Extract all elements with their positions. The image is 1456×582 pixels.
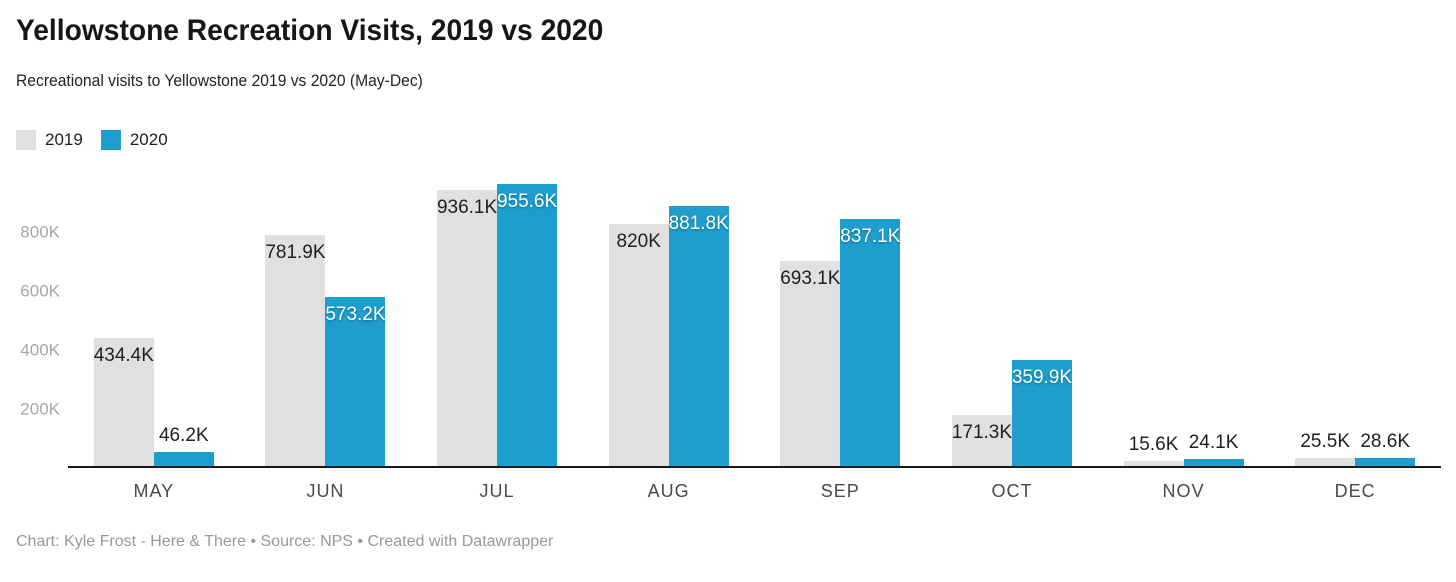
y-axis: 200K 400K 600K 800K [0,186,60,468]
legend-swatch-2020 [100,130,121,150]
y-tick-label-200k: 200K [20,399,60,419]
bar-2019-oct: 171.3K [952,415,1012,466]
month-slot-dec: 25.5K 28.6K [1269,186,1441,466]
y-tick-label-400k: 400K [20,340,60,360]
x-tick-label-nov: NOV [1162,481,1205,501]
legend-item-2020: 2020 [100,130,168,150]
bar-2020-jun: 573.2K [325,296,386,466]
legend: 2019 2020 [16,130,168,150]
legend-label-2020: 2020 [129,130,168,149]
x-tick-label-oct: OCT [991,481,1033,501]
value-label-2019-jun: 781.9K [265,242,326,264]
y-tick-label-600k: 600K [20,281,60,301]
bar-2019-may: 434.4K [93,337,154,466]
bar-2020-jul: 955.6K [497,184,557,466]
x-tick-label-jul: JUL [479,481,515,501]
value-label-2020-jun: 573.2K [325,303,386,325]
month-slot-aug: 820K 881.8K [583,186,755,466]
x-tick-label-jun: JUN [306,481,345,501]
x-tick-label-dec: DEC [1334,481,1376,501]
value-label-2020-nov: 24.1K [1188,431,1239,453]
x-tick-label-aug: AUG [647,481,690,501]
value-label-2020-aug: 881.8K [668,212,729,234]
month-slot-oct: 171.3K 359.9K [926,186,1098,466]
value-label-2020-oct: 359.9K [1011,366,1073,388]
bar-2019-nov: 15.6K [1123,435,1184,466]
month-slot-nov: 15.6K 24.1K [1098,186,1270,466]
x-tick-label-sep: SEP [820,481,860,501]
value-label-2020-jul: 955.6K [496,191,558,212]
legend-item-2019: 2019 [16,130,83,150]
bar-2020-aug: 881.8K [668,205,729,466]
x-tick-label-may: MAY [133,481,175,501]
bar-2019-aug: 820K [608,224,669,466]
x-axis: MAY JUN JUL AUG SEP OCT NOV DEC [68,481,1441,502]
chart-title: Yellowstone Recreation Visits, 2019 vs 2… [16,14,604,47]
y-tick-label-800k: 800K [20,222,60,242]
value-label-2019-sep: 693.1K [780,268,841,290]
month-slot-sep: 693.1K 837.1K [755,186,927,466]
legend-swatch-2019 [16,130,36,150]
value-label-2019-jul: 936.1K [436,196,498,218]
month-slot-may: 434.4K 46.2K [68,186,240,466]
bar-2019-dec: 25.5K [1295,432,1356,466]
legend-label-2019: 2019 [45,130,83,149]
value-label-2019-may: 434.4K [93,344,154,366]
value-label-2019-nov: 15.6K [1128,434,1179,456]
bar-2019-sep: 693.1K [780,261,840,466]
value-label-2020-sep: 837.1K [840,225,901,247]
value-label-2020-may: 46.2K [158,425,209,447]
attribution-footer: Chart: Kyle Frost - Here & There • Sourc… [16,533,554,550]
value-label-2020-dec: 28.6K [1360,430,1411,452]
month-slot-jul: 936.1K 955.6K [411,184,583,466]
bar-2020-oct: 359.9K [1011,359,1073,466]
value-label-2019-aug: 820K [616,231,661,253]
bar-2020-sep: 837.1K [840,218,901,466]
plot-area: 434.4K 46.2K 781.9K 573.2K 936.1K 955.6K 820K 8… [68,184,1441,468]
bar-2019-jul: 936.1K [436,189,498,466]
month-slot-jun: 781.9K 573.2K [240,186,412,466]
bar-2020-dec: 28.6K [1355,432,1416,466]
chart-subtitle: Recreational visits to Yellowstone 2019 … [16,71,423,90]
bar-2019-jun: 781.9K [265,235,326,466]
bar-2020-nov: 24.1K [1183,433,1244,466]
bar-2020-may: 46.2K [153,426,214,466]
value-label-2019-dec: 25.5K [1300,431,1351,453]
value-label-2019-oct: 171.3K [951,422,1013,444]
